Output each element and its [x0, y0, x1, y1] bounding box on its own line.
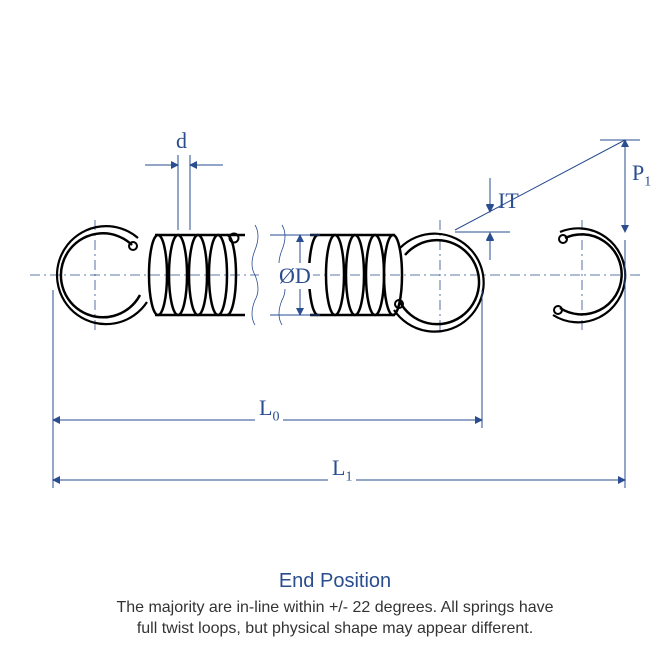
label-d: d — [176, 128, 187, 154]
label-L1: L1 — [328, 455, 356, 485]
hook-right — [394, 234, 484, 332]
coil-body-left — [149, 234, 245, 316]
label-P1: P1 — [632, 160, 651, 190]
dim-L1 — [53, 240, 625, 488]
label-D: ØD — [277, 263, 313, 289]
caption-text: The majority are in-line within +/- 22 d… — [0, 598, 670, 640]
label-IT: IT — [498, 188, 519, 214]
dim-d — [145, 155, 223, 230]
label-L0: L0 — [255, 395, 283, 425]
caption-title: End Position — [0, 570, 670, 593]
